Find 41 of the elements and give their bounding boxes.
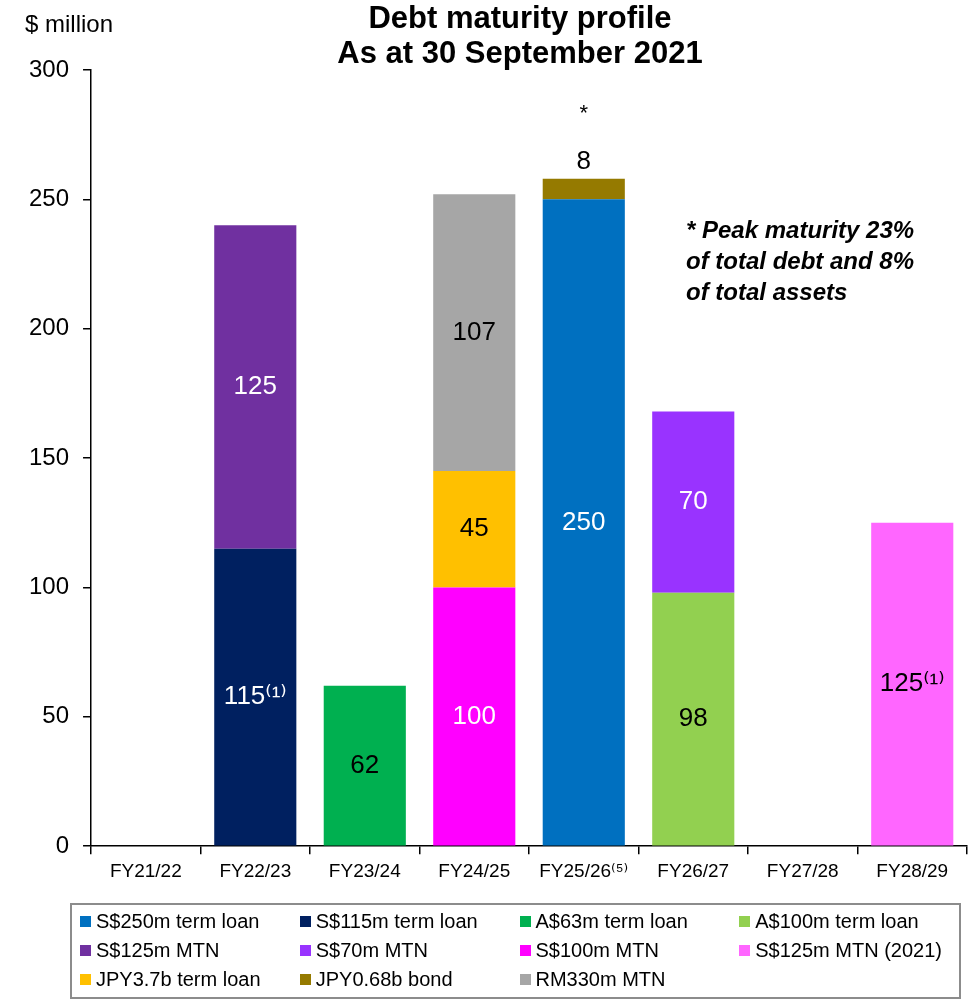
legend-label: S$250m term loan — [96, 910, 260, 933]
y-tick-label: 50 — [42, 701, 70, 729]
data-label: 125 — [233, 370, 277, 401]
data-label: 107 — [452, 315, 496, 346]
legend-label: RM330m MTN — [535, 968, 666, 991]
data-label: 100 — [452, 699, 496, 730]
y-tick-label: 250 — [29, 183, 70, 211]
legend-label: S$125m MTN (2021) — [755, 939, 942, 962]
legend-label: A$63m term loan — [535, 910, 688, 933]
y-tick-label: 0 — [55, 830, 70, 858]
y-tick-label: 200 — [29, 313, 70, 341]
annotation: * Peak maturity 23% of total debt and 8% of total assets — [686, 215, 916, 307]
data-label: 70 — [678, 485, 708, 516]
y-tick-label: 100 — [29, 572, 70, 600]
chart-title: Debt maturity profile As at 30 September 2021 — [336, 0, 704, 70]
x-tick-label: FY24/25 — [438, 859, 511, 881]
y-tick-label: 300 — [29, 54, 70, 82]
data-label: 125⁽¹⁾ — [879, 667, 945, 698]
y-tick-label: 150 — [29, 442, 70, 470]
data-label: 250 — [562, 505, 606, 536]
legend-label: S$115m term loan — [315, 910, 478, 933]
y-axis-title: $ million — [25, 10, 114, 38]
annotation: * — [579, 99, 589, 125]
legend-label: JPY3.7b term loan — [96, 968, 261, 991]
x-tick-label: FY28/29 — [876, 859, 949, 881]
x-tick-label: FY26/27 — [657, 859, 730, 881]
data-label: 62 — [350, 748, 380, 779]
x-tick-label: FY22/23 — [219, 859, 292, 881]
x-tick-label: FY21/22 — [109, 859, 182, 881]
legend-label: S$125m MTN — [96, 939, 220, 962]
data-label: 98 — [678, 702, 708, 733]
x-tick-label: FY27/28 — [766, 859, 839, 881]
x-tick-label: FY25/26⁽⁵⁾ — [539, 859, 629, 881]
x-tick-label: FY23/24 — [328, 859, 402, 881]
data-label: 115⁽¹⁾ — [223, 680, 287, 711]
data-label: 8 — [576, 144, 591, 175]
data-label: 45 — [459, 512, 489, 543]
legend-label: A$100m term loan — [755, 910, 919, 933]
legend-label: JPY0.68b bond — [315, 968, 453, 991]
legend-label: S$100m MTN — [535, 939, 659, 962]
legend-label: S$70m MTN — [315, 939, 428, 962]
